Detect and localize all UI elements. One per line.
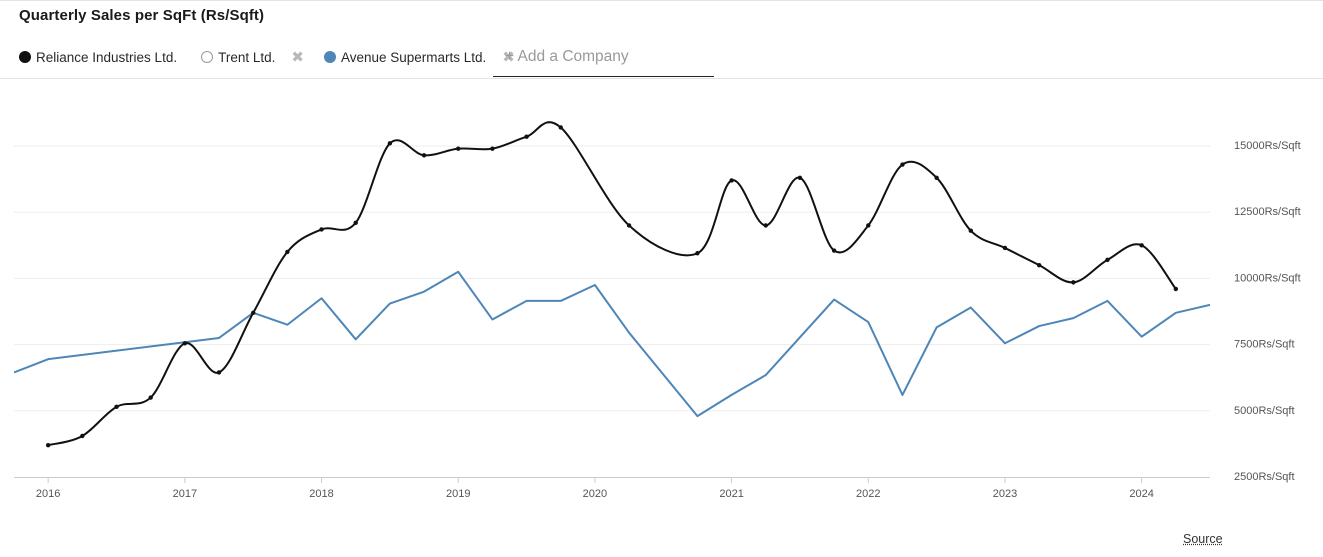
data-point xyxy=(114,404,119,410)
x-tick-label: 2017 xyxy=(173,488,197,500)
x-tick-label: 2022 xyxy=(856,488,880,500)
x-tick-label: 2021 xyxy=(719,488,743,500)
top-divider xyxy=(0,0,1323,1)
data-point xyxy=(1002,245,1008,251)
data-point xyxy=(182,341,188,346)
chart-title: Quarterly Sales per SqFt (Rs/Sqft) xyxy=(19,7,265,24)
data-point xyxy=(1139,243,1144,248)
data-point xyxy=(626,223,632,228)
legend-label: Avenue Supermarts Ltd. xyxy=(340,49,487,65)
data-point xyxy=(251,310,256,316)
data-point xyxy=(797,175,803,180)
legend-item-avenue[interactable]: Avenue Supermarts Ltd. xyxy=(323,49,487,65)
data-point xyxy=(729,178,734,183)
data-point xyxy=(558,125,563,130)
series-dot-icon xyxy=(323,51,336,63)
legend-item-trent[interactable]: Trent Ltd. xyxy=(201,50,275,65)
data-point xyxy=(353,220,358,225)
data-point xyxy=(80,433,85,439)
x-tick-label: 2018 xyxy=(309,488,333,500)
data-point xyxy=(900,162,905,167)
data-point xyxy=(148,395,153,400)
data-point xyxy=(695,251,700,256)
y-tick-label: 7500Rs/Sqft xyxy=(1234,339,1295,351)
data-point xyxy=(490,146,495,151)
data-point xyxy=(934,175,939,180)
legend: Reliance Industries Ltd. Trent Ltd. ✖ Av… xyxy=(19,45,535,69)
y-tick-label: 2500Rs/Sqft xyxy=(1234,471,1295,483)
series-dot-icon xyxy=(19,51,31,63)
y-tick-label: 10000Rs/Sqft xyxy=(1234,272,1301,284)
x-tick-label: 2020 xyxy=(583,488,607,500)
data-point xyxy=(1036,262,1042,268)
data-point xyxy=(763,223,768,228)
data-point xyxy=(387,141,393,146)
data-point xyxy=(1105,257,1110,263)
data-point xyxy=(524,134,529,139)
y-tick-label: 15000Rs/Sqft xyxy=(1234,140,1301,152)
x-tick-label: 2016 xyxy=(36,488,60,500)
series-dot-icon xyxy=(201,51,214,63)
legend-label: Trent Ltd. xyxy=(218,49,276,65)
y-tick-label: 5000Rs/Sqft xyxy=(1234,405,1295,417)
header-divider xyxy=(0,78,1323,79)
legend-item-reliance[interactable]: Reliance Industries Ltd. xyxy=(19,50,177,65)
legend-label: Reliance Industries Ltd. xyxy=(36,49,178,65)
data-point xyxy=(1071,280,1076,285)
data-point xyxy=(285,249,290,255)
data-point xyxy=(1173,286,1179,292)
data-point xyxy=(968,228,973,233)
data-point xyxy=(421,153,427,158)
data-point xyxy=(831,248,837,253)
data-point xyxy=(456,146,461,151)
add-company-field[interactable] xyxy=(493,43,714,77)
x-tick-label: 2023 xyxy=(993,488,1017,500)
data-point xyxy=(216,370,222,375)
source-link[interactable]: Source xyxy=(1183,532,1223,546)
series-line-reliance-industries-ltd xyxy=(47,121,1177,447)
y-tick-label: 12500Rs/Sqft xyxy=(1234,206,1301,218)
data-point xyxy=(45,443,51,448)
remove-trent-icon[interactable]: ✖ xyxy=(291,49,304,66)
series-line-avenue-supermarts-ltd xyxy=(14,270,1210,418)
data-point xyxy=(866,223,871,228)
x-tick-label: 2019 xyxy=(446,488,470,500)
x-tick-label: 2024 xyxy=(1129,488,1153,500)
data-point xyxy=(319,227,324,232)
add-company-input[interactable] xyxy=(493,43,710,66)
